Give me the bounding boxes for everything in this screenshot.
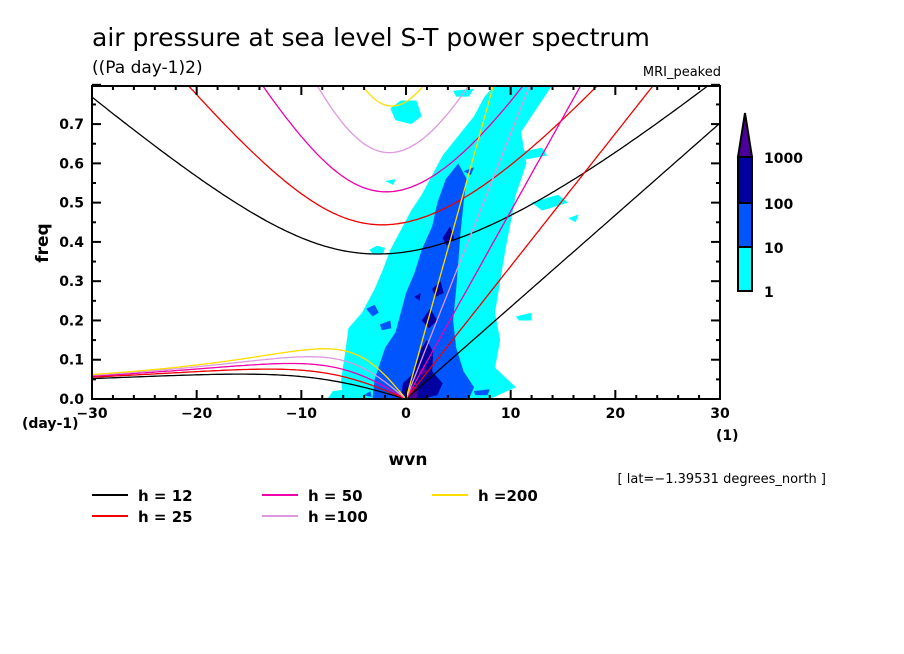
x-axis-label: wvn [389,450,428,470]
y-tick-label: 0.1 [59,353,84,369]
shading-region-level-1 [369,245,386,254]
colorbar: 1 10 100 1000 [736,112,803,301]
legend-label-h25: h = 25 [138,508,193,526]
legend-label-h200: h =200 [478,487,538,505]
legend-label-h100: h =100 [308,508,368,526]
shading-region-level-10 [379,320,392,331]
shading-region-level-1 [531,194,569,211]
dispersion-curve-kelvin-h100 [405,86,531,399]
shading-region-level-1 [515,312,532,321]
dispersion-curve-n1-inertia-gravity-h200 [361,86,425,107]
dataset-label: MRI_peaked [643,65,721,80]
x-tick-label: 0 [401,406,411,422]
colorbar-extend-triangle [736,112,754,158]
shading-region-level-10 [372,163,474,399]
colorbar-label: 1000 [764,151,803,167]
y-tick-label: 0.7 [59,117,84,133]
y-axis-label: freq [33,223,53,262]
y-unit-label: (day-1) [22,416,79,432]
shading-region-level-100 [421,308,438,329]
y-tick-label: 0.4 [59,235,84,251]
dispersion-curve-n1-equatorial-rossby-h25 [92,368,407,399]
dispersion-curve-n1-equatorial-rossby-h100 [92,356,407,399]
colorbar-label: 10 [764,241,784,257]
y-tick-label: 0.6 [59,156,84,172]
dispersion-curve-n1-inertia-gravity-h100 [316,86,470,154]
x-unit-label: (1) [716,428,739,444]
spectrum-shading [327,86,579,399]
dispersion-curve-n1-inertia-gravity-h12 [92,86,709,255]
shading-region-level-1 [390,100,422,125]
x-tick-label: −10 [286,406,317,422]
shading-region-level-10 [474,389,490,396]
dispersion-curve-n1-inertia-gravity-h50 [262,86,524,193]
dispersion-curve-kelvin-h25 [405,86,654,399]
units-label: ((Pa day-1)2) [92,58,203,78]
colorbar-box-100 [737,156,753,204]
shading-region-level-10 [463,167,474,176]
x-tick-label: 10 [501,406,521,422]
y-tick-label: 0.2 [59,313,84,329]
y-tick-label: 0.5 [59,196,84,212]
colorbar-box-10 [737,202,753,248]
x-tick-label: −30 [76,406,107,422]
colorbar-label: 1 [764,285,774,301]
y-tick-label: 0.0 [59,392,84,408]
shading-region-level-1 [385,179,396,185]
colorbar-label: 100 [764,197,793,213]
dispersion-curve-kelvin-h50 [405,86,582,399]
x-tick-label: 20 [606,406,626,422]
legend-label-h50: h = 50 [308,487,363,505]
shading-region-level-10 [366,304,379,317]
shading-region-level-1 [327,389,349,399]
latitude-annotation: [ lat=−1.39531 degrees_north ] [618,472,826,487]
axis-ticks: −30 −20 −10 0 10 20 30 0.0 0.1 0.2 0.3 0.4 0.5 0.6 0.7 [59,83,730,422]
legend-label-h12: h = 12 [138,487,193,505]
y-tick-label: 0.3 [59,274,84,290]
shading-region-level-100 [414,293,421,301]
colorbar-box-1 [737,246,753,292]
shading-region-level-1 [500,88,537,105]
shading-region-level-10 [364,391,372,397]
legend: h = 12 h = 25 h = 50 h =100 h =200 [92,487,538,526]
shading-region-level-1 [568,214,579,223]
dispersion-curve-n1-equatorial-rossby-h12 [92,373,407,399]
dispersion-curve-n1-equatorial-rossby-h50 [92,362,407,399]
dispersion-curve-kelvin-h200 [405,86,494,399]
dispersion-curve-n1-equatorial-rossby-h200 [92,348,407,399]
x-tick-label: 30 [710,406,730,422]
dispersion-curve-kelvin-h12 [405,122,720,399]
x-tick-label: −20 [181,406,212,422]
chart-title: air pressure at sea level S-T power spec… [92,23,650,52]
